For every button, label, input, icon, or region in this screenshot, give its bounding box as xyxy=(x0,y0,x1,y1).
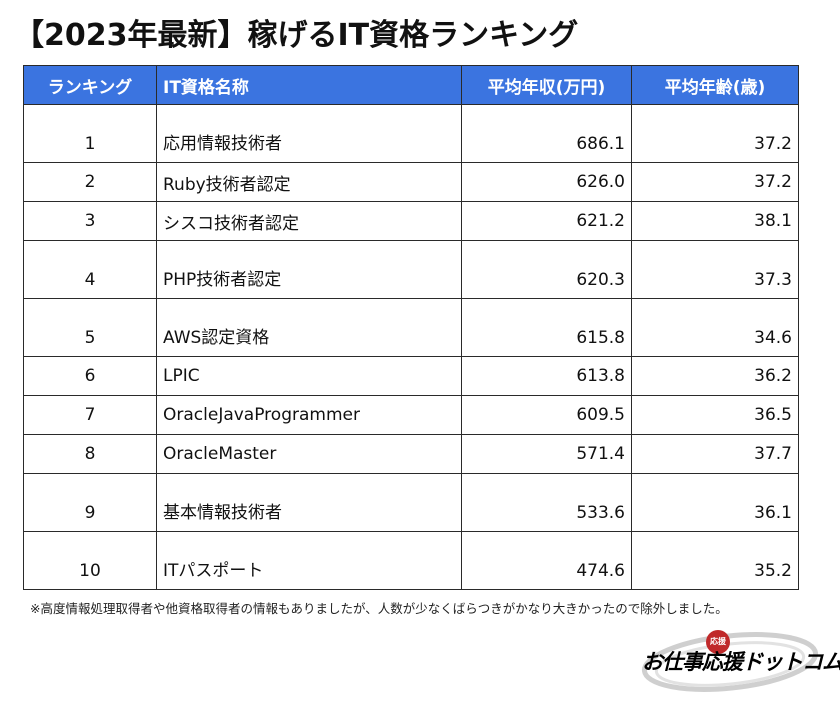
header-rank: ランキング xyxy=(23,65,157,105)
rank-cell: 3 xyxy=(23,201,157,241)
salary-cell: 474.6 xyxy=(461,531,632,590)
table-row: 8 OracleMaster 571.4 37.7 xyxy=(23,434,799,474)
name-cell: OracleJavaProgrammer xyxy=(156,395,462,435)
name-cell: PHP技術者認定 xyxy=(156,240,462,299)
rank-cell: 6 xyxy=(23,356,157,396)
header-age: 平均年齢(歳) xyxy=(631,65,799,105)
table-row: 7 OracleJavaProgrammer 609.5 36.5 xyxy=(23,395,799,435)
age-cell: 37.2 xyxy=(631,162,799,202)
age-cell: 36.1 xyxy=(631,473,799,532)
salary-cell: 609.5 xyxy=(461,395,632,435)
name-cell: AWS認定資格 xyxy=(156,298,462,357)
table-row: 1 応用情報技術者 686.1 37.2 xyxy=(23,104,799,163)
page-title: 【2023年最新】稼げるIT資格ランキング xyxy=(14,18,579,53)
rank-cell: 10 xyxy=(23,531,157,590)
table-row: 3 シスコ技術者認定 621.2 38.1 xyxy=(23,201,799,241)
age-cell: 34.6 xyxy=(631,298,799,357)
age-cell: 38.1 xyxy=(631,201,799,241)
salary-cell: 533.6 xyxy=(461,473,632,532)
name-cell: 応用情報技術者 xyxy=(156,104,462,163)
ranking-table-container: ランキング IT資格名称 平均年収(万円) 平均年齢(歳) 1 応用情報技術者 … xyxy=(23,65,799,590)
table-row: 10 ITパスポート 474.6 35.2 xyxy=(23,531,799,590)
logo-seal-icon: 応援 xyxy=(706,630,730,654)
table-row: 5 AWS認定資格 615.8 34.6 xyxy=(23,298,799,357)
name-cell: ITパスポート xyxy=(156,531,462,590)
table-row: 6 LPIC 613.8 36.2 xyxy=(23,356,799,396)
salary-cell: 621.2 xyxy=(461,201,632,241)
salary-cell: 686.1 xyxy=(461,104,632,163)
age-cell: 37.2 xyxy=(631,104,799,163)
header-name: IT資格名称 xyxy=(156,65,462,105)
footnote: ※高度情報処理取得者や他資格取得者の情報もありましたが、人数が少なくばらつきがか… xyxy=(30,601,728,616)
salary-cell: 615.8 xyxy=(461,298,632,357)
salary-cell: 571.4 xyxy=(461,434,632,474)
rank-cell: 7 xyxy=(23,395,157,435)
salary-cell: 620.3 xyxy=(461,240,632,299)
rank-cell: 2 xyxy=(23,162,157,202)
name-cell: 基本情報技術者 xyxy=(156,473,462,532)
table-row: 2 Ruby技術者認定 626.0 37.2 xyxy=(23,162,799,202)
rank-cell: 5 xyxy=(23,298,157,357)
table-header-row: ランキング IT資格名称 平均年収(万円) 平均年齢(歳) xyxy=(23,65,799,105)
ranking-table: ランキング IT資格名称 平均年収(万円) 平均年齢(歳) 1 応用情報技術者 … xyxy=(23,65,799,590)
rank-cell: 9 xyxy=(23,473,157,532)
name-cell: シスコ技術者認定 xyxy=(156,201,462,241)
table-row: 4 PHP技術者認定 620.3 37.3 xyxy=(23,240,799,299)
rank-cell: 4 xyxy=(23,240,157,299)
salary-cell: 613.8 xyxy=(461,356,632,396)
table-row: 9 基本情報技術者 533.6 36.1 xyxy=(23,473,799,532)
name-cell: Ruby技術者認定 xyxy=(156,162,462,202)
age-cell: 36.5 xyxy=(631,395,799,435)
name-cell: OracleMaster xyxy=(156,434,462,474)
age-cell: 36.2 xyxy=(631,356,799,396)
age-cell: 37.3 xyxy=(631,240,799,299)
age-cell: 37.7 xyxy=(631,434,799,474)
header-salary: 平均年収(万円) xyxy=(461,65,632,105)
rank-cell: 1 xyxy=(23,104,157,163)
age-cell: 35.2 xyxy=(631,531,799,590)
site-logo: 応援 お仕事応援ドットコム xyxy=(630,620,840,700)
name-cell: LPIC xyxy=(156,356,462,396)
salary-cell: 626.0 xyxy=(461,162,632,202)
logo-text: お仕事応援ドットコム xyxy=(642,650,840,674)
rank-cell: 8 xyxy=(23,434,157,474)
